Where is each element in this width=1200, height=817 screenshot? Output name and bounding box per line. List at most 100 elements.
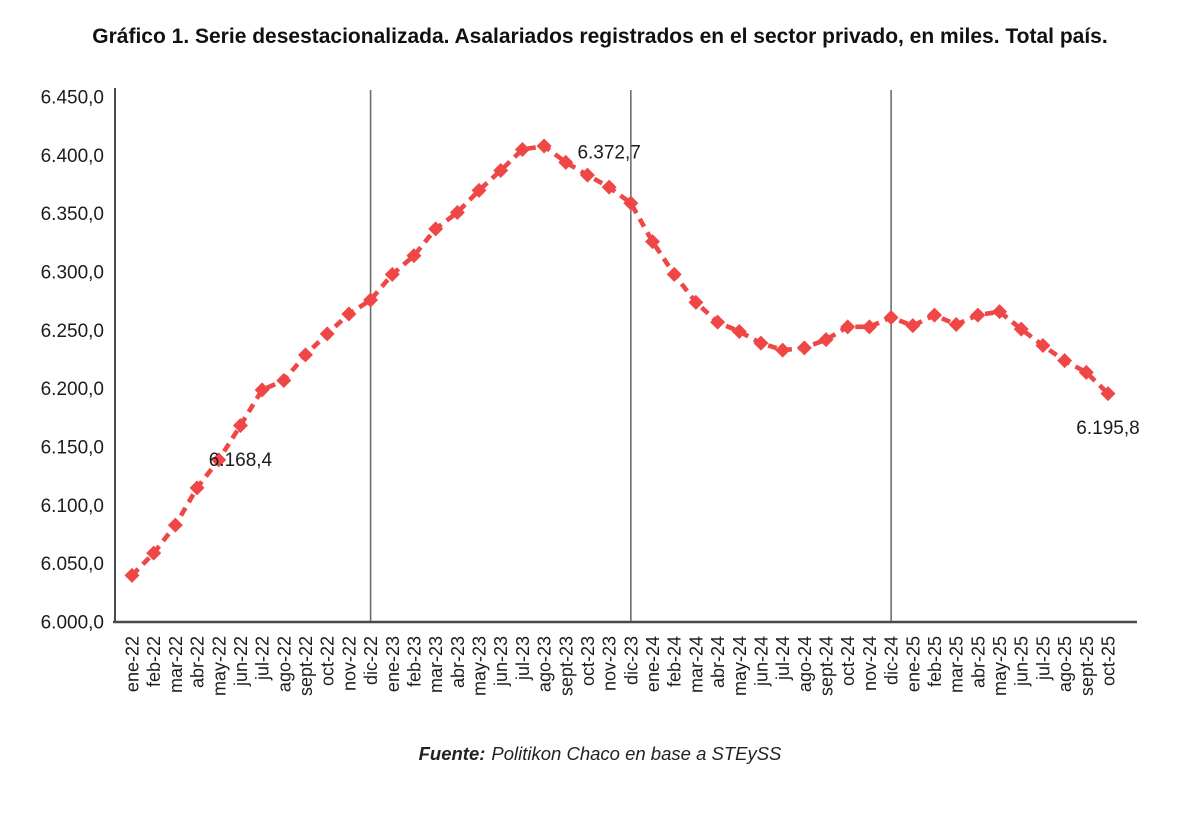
data-point-marker xyxy=(254,382,270,398)
x-tick-label: oct-23 xyxy=(578,636,598,686)
chart-title: Gráfico 1. Serie desestacionalizada. Asa… xyxy=(92,25,1108,48)
x-tick-label: dic-22 xyxy=(361,636,381,685)
data-point-marker xyxy=(905,318,921,334)
data-point-marker xyxy=(276,373,292,388)
x-tick-label: dic-24 xyxy=(882,636,902,685)
x-tick-label: sept-24 xyxy=(817,636,837,696)
x-tick-label: oct-24 xyxy=(838,636,858,686)
x-tick-label: sept-23 xyxy=(556,636,576,696)
data-label: 6.168,4 xyxy=(209,450,273,471)
y-tick-label: 6.000,0 xyxy=(41,613,104,634)
x-tick-label: abr-25 xyxy=(968,636,988,688)
data-point-marker xyxy=(493,163,509,178)
data-point-marker xyxy=(449,205,465,220)
x-tick-label: may-23 xyxy=(470,636,490,696)
data-point-marker xyxy=(861,319,877,335)
data-point-marker xyxy=(406,248,422,264)
data-point-marker xyxy=(926,307,942,323)
x-tick-label: sept-22 xyxy=(296,636,316,696)
data-point-marker xyxy=(601,179,617,195)
data-point-marker xyxy=(189,480,205,496)
data-point-marker xyxy=(514,142,530,157)
data-point-marker xyxy=(1035,338,1051,353)
source-text: Politikon Chaco en base a STEySS xyxy=(491,743,782,764)
y-tick-label: 6.350,0 xyxy=(41,204,104,225)
x-tick-label: feb-25 xyxy=(925,636,945,687)
data-point-marker xyxy=(666,266,682,282)
data-point-marker xyxy=(341,306,357,322)
x-tick-label: ago-23 xyxy=(535,636,555,692)
x-tick-label: oct-22 xyxy=(318,636,338,686)
data-point-marker xyxy=(558,154,574,170)
data-label: 6.195,8 xyxy=(1076,418,1139,439)
line-chart-canvas: 6.450,0 6.400,0 6.350,0 6.300,0 6.250,0 6.200… xyxy=(41,88,1140,697)
x-tick-label: jul-25 xyxy=(1033,636,1053,681)
x-tick-label: abr-23 xyxy=(448,636,468,688)
data-point-marker xyxy=(167,517,183,533)
x-tick-label: jul-23 xyxy=(513,636,533,681)
data-point-marker xyxy=(796,340,812,356)
data-point-marker xyxy=(124,567,140,583)
data-point-marker xyxy=(1078,364,1094,380)
data-point-marker xyxy=(623,195,639,211)
data-point-marker xyxy=(232,418,248,434)
x-tick-label: mar-25 xyxy=(947,636,967,693)
data-point-marker xyxy=(688,294,704,310)
x-tick-label: jun-24 xyxy=(751,636,771,687)
x-tick-label: mar-23 xyxy=(426,636,446,693)
y-tick-label: 6.100,0 xyxy=(41,496,104,517)
x-tick-label: sept-25 xyxy=(1077,636,1097,696)
data-label: 6.372,7 xyxy=(577,143,640,164)
x-axis-tick-labels: ene-22 feb-22 mar-22 abr-22 may-22 jun-22 jul-… xyxy=(123,636,1119,696)
y-tick-label: 6.400,0 xyxy=(41,146,104,167)
series-markers xyxy=(124,138,1116,583)
x-tick-label: ene-25 xyxy=(903,636,923,692)
axes xyxy=(113,88,1137,624)
x-tick-label: ago-24 xyxy=(795,636,815,692)
x-tick-label: ago-25 xyxy=(1055,636,1075,692)
x-tick-label: dic-23 xyxy=(621,636,641,685)
y-tick-label: 6.150,0 xyxy=(41,438,104,459)
data-point-marker xyxy=(384,266,400,282)
data-point-marker xyxy=(298,347,314,363)
data-point-marker xyxy=(731,324,747,339)
x-tick-label: abr-24 xyxy=(708,636,728,688)
x-tick-label: jun-22 xyxy=(231,636,251,687)
data-point-marker xyxy=(471,182,487,198)
x-tick-label: jun-25 xyxy=(1012,636,1032,687)
data-point-marker xyxy=(645,234,661,250)
x-tick-label: ene-24 xyxy=(643,636,663,692)
x-tick-label: ago-22 xyxy=(274,636,294,692)
y-tick-label: 6.050,0 xyxy=(41,554,104,575)
y-tick-label: 6.300,0 xyxy=(41,263,104,284)
x-tick-label: feb-24 xyxy=(665,636,685,687)
data-point-marker xyxy=(1013,321,1029,337)
x-tick-label: may-24 xyxy=(730,636,750,696)
x-tick-label: mar-22 xyxy=(166,636,186,693)
data-point-marker xyxy=(1057,353,1073,369)
data-point-marker xyxy=(948,317,964,332)
x-tick-label: jun-23 xyxy=(491,636,511,687)
data-point-marker xyxy=(363,292,379,308)
data-point-marker xyxy=(536,138,552,154)
data-point-marker xyxy=(818,332,834,348)
x-tick-label: jul-24 xyxy=(773,636,793,681)
data-point-marker xyxy=(970,307,986,323)
data-point-marker xyxy=(1100,386,1116,402)
x-tick-label: nov-24 xyxy=(860,636,880,691)
y-tick-label: 6.450,0 xyxy=(41,88,104,109)
year-separator-lines xyxy=(369,90,892,622)
data-point-marker xyxy=(428,221,444,237)
x-tick-label: ene-22 xyxy=(123,636,143,692)
x-tick-label: jul-22 xyxy=(253,636,273,681)
x-tick-label: feb-22 xyxy=(144,636,164,687)
y-tick-label: 6.200,0 xyxy=(41,379,104,400)
data-point-marker xyxy=(883,310,899,325)
x-tick-label: may-22 xyxy=(209,636,229,696)
x-tick-label: nov-23 xyxy=(600,636,620,691)
y-tick-label: 6.250,0 xyxy=(41,321,104,342)
x-tick-label: nov-22 xyxy=(339,636,359,691)
source-label: Fuente: xyxy=(418,743,486,764)
data-point-marker xyxy=(579,167,595,183)
x-tick-label: abr-22 xyxy=(188,636,208,688)
